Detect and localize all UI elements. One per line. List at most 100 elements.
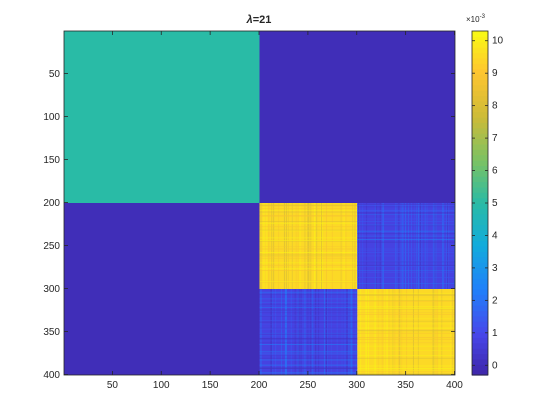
heatmap-row-stripe	[259, 321, 358, 323]
heatmap-column-stripe	[322, 203, 324, 289]
heatmap-column-stripe	[441, 289, 443, 375]
heatmap-column-stripe	[419, 203, 421, 289]
heatmap-column-stripe	[311, 289, 313, 375]
heatmap-row-stripe	[259, 221, 358, 222]
heatmap-column-stripe	[318, 289, 320, 375]
heatmap-column-stripe	[438, 289, 440, 375]
heatmap-row-stripe	[357, 300, 455, 302]
heatmap-row-stripe	[259, 352, 358, 354]
heatmap-column-stripe	[281, 289, 282, 375]
heatmap-row-stripe	[259, 205, 358, 207]
heatmap-row-stripe	[259, 304, 358, 306]
heatmap-row-stripe	[259, 367, 358, 369]
heatmap-column-stripe	[433, 203, 435, 289]
heatmap-column-stripe	[375, 203, 377, 289]
heatmap-row-stripe	[357, 350, 455, 351]
heatmap-column-stripe	[285, 289, 287, 375]
heatmap-column-stripe	[340, 203, 342, 289]
heatmap-row-stripe	[357, 345, 455, 347]
colorbar-band	[472, 326, 488, 333]
heatmap-column-stripe	[331, 203, 333, 289]
colorbar-band	[472, 364, 488, 371]
y-tick-label: 400	[43, 370, 60, 381]
heatmap-column-stripe	[351, 289, 353, 375]
heatmap-column-stripe	[448, 203, 450, 289]
colorbar-band	[472, 165, 488, 172]
heatmap-row-stripe	[259, 264, 358, 266]
heatmap-row-stripe	[259, 253, 358, 255]
heatmap-row-stripe	[357, 368, 455, 369]
heatmap-row-stripe	[357, 318, 455, 320]
heatmap-row-stripe	[259, 339, 358, 341]
heatmap-row-stripe	[259, 252, 358, 253]
colorbar-band	[472, 262, 488, 269]
heatmap-row-stripe	[357, 270, 455, 271]
heatmap-column-stripe	[397, 203, 399, 289]
heatmap-column-stripe	[312, 289, 314, 375]
colorbar-band	[472, 57, 488, 64]
heatmap-row-stripe	[259, 280, 358, 282]
heatmap-row-stripe	[259, 359, 358, 361]
heatmap-column-stripe	[341, 289, 343, 375]
heatmap-row-stripe	[259, 268, 358, 270]
heatmap-row-stripe	[357, 294, 455, 296]
heatmap-column-stripe	[287, 203, 289, 289]
heatmap-column-stripe	[324, 289, 325, 375]
colorbar-band	[472, 31, 488, 37]
heatmap-row-stripe	[357, 293, 455, 295]
heatmap-column-stripe	[284, 289, 286, 375]
heatmap-column-stripe	[314, 203, 316, 289]
heatmap-row-stripe	[357, 212, 455, 214]
heatmap-column-stripe	[325, 289, 327, 375]
heatmap-row-stripe	[357, 237, 455, 239]
colorbar-band	[472, 63, 488, 70]
colorbar-tick-label: 4	[492, 230, 498, 241]
heatmap-column-stripe	[359, 203, 361, 289]
heatmap-column-stripe	[450, 289, 452, 375]
heatmap-column-stripe	[263, 203, 265, 289]
colorbar-band	[472, 133, 488, 140]
x-axis: 50 100 150 200 250 300 350 400	[107, 31, 463, 391]
heatmap-row-stripe	[259, 364, 358, 366]
heatmap-row-stripe	[259, 291, 358, 293]
heatmap-column-stripe	[366, 289, 368, 375]
heatmap-row-stripe	[357, 255, 455, 257]
heatmap-row-stripe	[357, 248, 455, 250]
heatmap-row-stripe	[357, 261, 455, 263]
heatmap-column-stripe	[300, 289, 302, 375]
heatmap-row-stripe	[357, 209, 455, 211]
heatmap-row-stripe	[357, 285, 455, 287]
heatmap-cells	[64, 31, 455, 375]
heatmap-row-stripe	[357, 233, 455, 234]
heatmap-column-stripe	[406, 289, 408, 375]
heatmap-row-stripe	[357, 250, 455, 252]
heatmap-row-stripe	[259, 350, 358, 352]
heatmap-column-stripe	[310, 203, 312, 289]
colorbar-band	[472, 192, 488, 199]
heatmap-column-stripe	[346, 289, 348, 375]
heatmap-row-stripe	[357, 307, 455, 309]
heatmap-row-stripe	[259, 294, 358, 296]
heatmap-block	[64, 203, 260, 375]
heatmap-row-stripe	[357, 221, 455, 222]
heatmap-column-stripe	[353, 203, 355, 289]
colorbar-band	[472, 353, 488, 360]
colorbar-band	[472, 79, 488, 86]
heatmap-row-stripe	[259, 256, 358, 258]
colorbar-band	[472, 358, 488, 365]
heatmap-column-stripe	[408, 203, 410, 289]
heatmap-column-stripe	[273, 203, 275, 289]
colorbar-tick-label: 7	[492, 133, 498, 144]
colorbar-band	[472, 117, 488, 123]
heatmap-row-stripe	[357, 225, 455, 227]
heatmap-row-stripe	[357, 271, 455, 273]
heatmap-column-stripe	[320, 203, 322, 289]
heatmap-column-stripe	[443, 203, 445, 289]
y-axis: 50 100 150 200 250 300 350 400	[43, 69, 455, 381]
heatmap-column-stripe	[417, 289, 419, 375]
heatmap-row-stripe	[259, 237, 358, 239]
heatmap-column-stripe	[437, 289, 439, 375]
colorbar-band	[472, 95, 488, 102]
heatmap-row-stripe	[357, 235, 455, 237]
